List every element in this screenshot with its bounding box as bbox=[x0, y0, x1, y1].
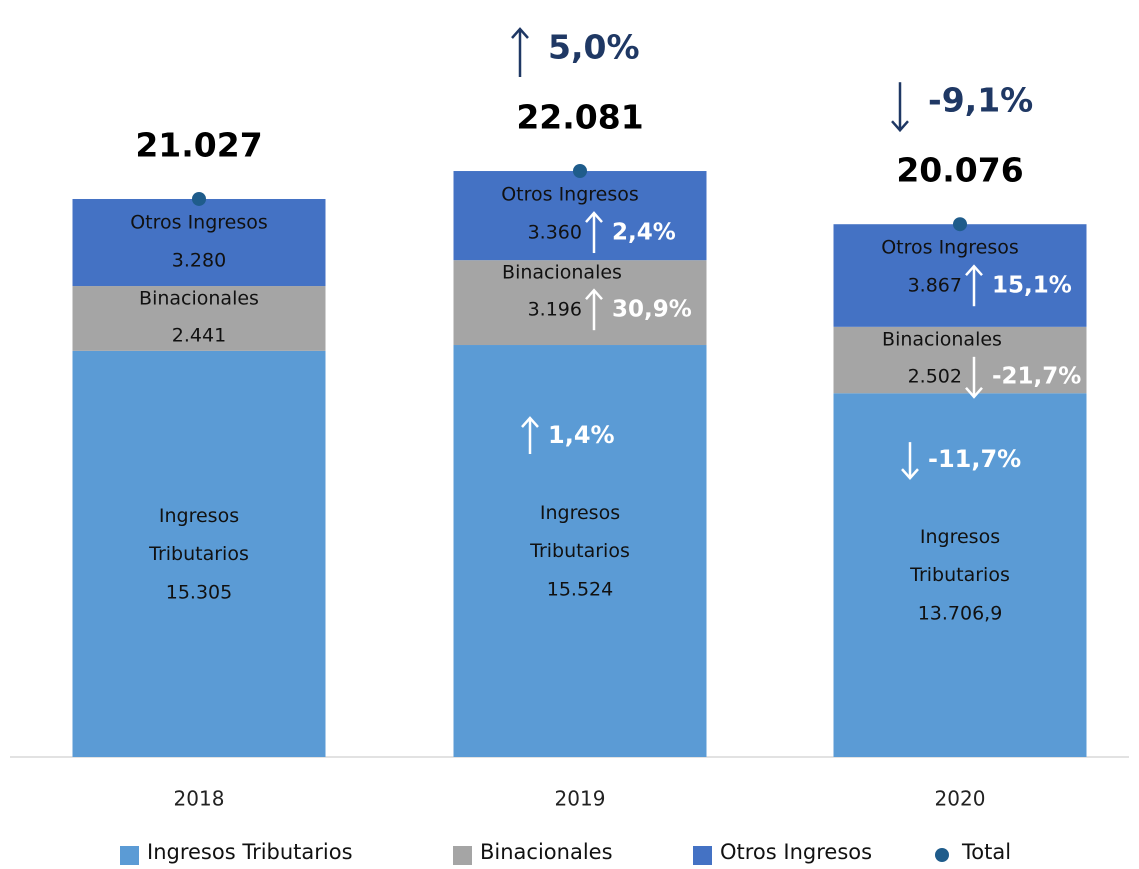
segment-name: Ingresos Tributarios bbox=[529, 502, 630, 562]
segment-name: Otros Ingresos bbox=[501, 184, 639, 206]
legend-marker bbox=[453, 846, 472, 865]
segment-name: Ingresos Tributarios bbox=[148, 504, 249, 564]
bar-segment bbox=[453, 260, 707, 346]
x-tick-label: 2018 bbox=[174, 787, 225, 811]
value-label: 3.196 bbox=[528, 299, 582, 321]
total-dot bbox=[192, 191, 206, 206]
total-change-label: 5,0% bbox=[548, 28, 640, 67]
legend-label: Otros Ingresos bbox=[720, 840, 872, 864]
x-tick-label: 2019 bbox=[555, 787, 606, 811]
arrow-head bbox=[511, 27, 529, 39]
bar-segment bbox=[72, 198, 326, 287]
bar-segment bbox=[453, 171, 707, 261]
segment-name: Otros Ingresos bbox=[881, 237, 1019, 259]
arrow-head bbox=[521, 416, 539, 428]
value-label: 3.360 bbox=[528, 222, 582, 244]
legend-label: Binacionales bbox=[480, 840, 613, 864]
arrow-head bbox=[901, 468, 919, 481]
legend-label: Ingresos Tributarios bbox=[147, 840, 353, 864]
change-label: -11,7% bbox=[928, 445, 1021, 473]
bar-segment bbox=[833, 393, 1087, 757]
change-label: -21,7% bbox=[992, 363, 1081, 389]
total-dot bbox=[573, 164, 587, 178]
segment-name: Binacionales bbox=[882, 328, 1002, 350]
bar-segment bbox=[72, 350, 326, 757]
total-label: 21.027 bbox=[135, 125, 262, 164]
arrow-head bbox=[585, 211, 603, 223]
bar-segment bbox=[833, 326, 1087, 394]
bar-segment bbox=[72, 286, 326, 351]
value-label: 3.280 bbox=[172, 249, 226, 271]
value-label: 13.706,9 bbox=[918, 603, 1003, 625]
value-label: 15.305 bbox=[166, 581, 232, 603]
total-dot bbox=[953, 217, 967, 232]
bar-segment bbox=[833, 224, 1087, 327]
arrow-head bbox=[965, 387, 983, 399]
total-label: 20.076 bbox=[896, 151, 1023, 190]
segment-name: Binacionales bbox=[139, 288, 259, 310]
segment-name: Ingresos Tributarios bbox=[909, 526, 1010, 586]
bar-segment bbox=[453, 345, 707, 757]
change-label: 1,4% bbox=[548, 421, 615, 449]
legend-label: Total bbox=[961, 840, 1011, 864]
value-label: 3.867 bbox=[908, 275, 962, 297]
change-label: 30,9% bbox=[612, 297, 692, 323]
value-label: 2.502 bbox=[908, 365, 962, 387]
x-tick-label: 2020 bbox=[935, 787, 986, 811]
value-label: 2.441 bbox=[172, 325, 226, 347]
segment-name: Binacionales bbox=[502, 262, 622, 284]
arrow-head bbox=[965, 264, 983, 277]
change-label: 2,4% bbox=[612, 220, 676, 246]
arrow-head bbox=[585, 288, 603, 301]
segment-name: Otros Ingresos bbox=[130, 211, 268, 233]
legend-marker bbox=[693, 846, 712, 865]
value-label: 15.524 bbox=[547, 579, 613, 601]
total-label: 22.081 bbox=[516, 98, 643, 137]
total-change-label: -9,1% bbox=[928, 81, 1033, 120]
arrow-head bbox=[891, 120, 909, 133]
legend-marker bbox=[935, 848, 949, 862]
legend-marker bbox=[120, 846, 139, 865]
change-label: 15,1% bbox=[992, 273, 1072, 299]
